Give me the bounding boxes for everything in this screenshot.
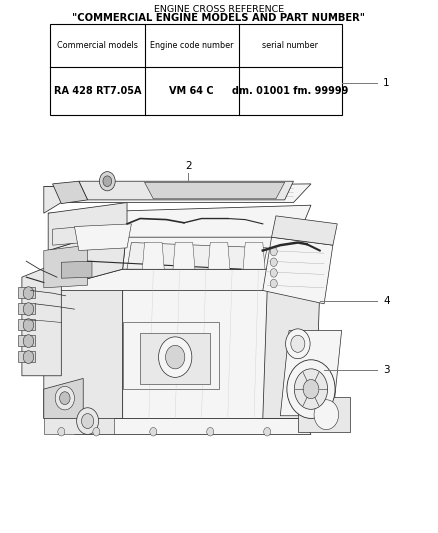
Circle shape xyxy=(314,400,339,430)
Circle shape xyxy=(270,247,277,256)
Circle shape xyxy=(287,360,335,418)
Polygon shape xyxy=(44,184,311,203)
Circle shape xyxy=(23,335,34,348)
Polygon shape xyxy=(127,243,267,269)
Polygon shape xyxy=(22,261,61,376)
Polygon shape xyxy=(74,224,131,251)
Circle shape xyxy=(303,379,319,399)
Polygon shape xyxy=(298,397,350,432)
Text: 3: 3 xyxy=(383,366,390,375)
Circle shape xyxy=(270,269,277,277)
Polygon shape xyxy=(18,319,35,330)
Polygon shape xyxy=(53,227,83,245)
Polygon shape xyxy=(18,287,35,298)
Polygon shape xyxy=(48,203,127,251)
Circle shape xyxy=(166,345,185,369)
Text: ENGINE CROSS REFERENCE: ENGINE CROSS REFERENCE xyxy=(154,5,284,14)
Circle shape xyxy=(58,427,65,436)
Polygon shape xyxy=(44,378,83,418)
Polygon shape xyxy=(208,243,230,269)
Polygon shape xyxy=(18,351,35,362)
Polygon shape xyxy=(263,290,320,418)
Polygon shape xyxy=(123,227,311,269)
Circle shape xyxy=(55,386,74,410)
Text: Engine code number: Engine code number xyxy=(150,41,233,50)
Circle shape xyxy=(270,258,277,266)
Polygon shape xyxy=(145,182,285,199)
Polygon shape xyxy=(53,181,88,204)
Polygon shape xyxy=(18,335,35,346)
Polygon shape xyxy=(79,181,293,200)
Text: serial number: serial number xyxy=(262,41,318,50)
Polygon shape xyxy=(272,216,337,245)
Circle shape xyxy=(294,369,328,409)
Polygon shape xyxy=(44,187,61,213)
Polygon shape xyxy=(280,330,342,416)
Circle shape xyxy=(77,408,99,434)
Polygon shape xyxy=(74,418,311,434)
Circle shape xyxy=(23,319,34,332)
Circle shape xyxy=(291,335,305,352)
Circle shape xyxy=(159,337,192,377)
Polygon shape xyxy=(173,243,195,269)
Polygon shape xyxy=(44,227,127,290)
Bar xyxy=(50,24,342,115)
Circle shape xyxy=(150,427,157,436)
Polygon shape xyxy=(18,303,35,314)
Polygon shape xyxy=(142,243,164,269)
Polygon shape xyxy=(44,269,315,290)
Text: Commercial models: Commercial models xyxy=(57,41,138,50)
Polygon shape xyxy=(61,261,92,278)
Circle shape xyxy=(81,414,94,429)
Circle shape xyxy=(93,427,100,436)
Text: 4: 4 xyxy=(383,296,390,306)
Polygon shape xyxy=(48,205,311,237)
Circle shape xyxy=(23,351,34,364)
Polygon shape xyxy=(243,243,265,269)
Text: 2: 2 xyxy=(185,160,192,171)
Text: RA 428 RT7.05A: RA 428 RT7.05A xyxy=(54,86,141,95)
Circle shape xyxy=(270,279,277,288)
Polygon shape xyxy=(44,269,123,418)
Text: 1: 1 xyxy=(383,78,390,87)
Polygon shape xyxy=(123,322,219,389)
Text: dm. 01001 fm. 99999: dm. 01001 fm. 99999 xyxy=(232,86,348,95)
Circle shape xyxy=(207,427,214,436)
Text: "COMMERCIAL ENGINE MODELS AND PART NUMBER": "COMMERCIAL ENGINE MODELS AND PART NUMBE… xyxy=(73,13,365,23)
Polygon shape xyxy=(44,245,88,288)
Polygon shape xyxy=(44,418,114,434)
Circle shape xyxy=(23,303,34,316)
Circle shape xyxy=(99,172,115,191)
Polygon shape xyxy=(263,237,333,304)
Circle shape xyxy=(264,427,271,436)
Circle shape xyxy=(286,329,310,359)
Circle shape xyxy=(60,392,70,405)
Polygon shape xyxy=(123,269,315,418)
Polygon shape xyxy=(140,333,210,384)
Circle shape xyxy=(23,287,34,300)
Circle shape xyxy=(103,176,112,187)
Text: VM 64 C: VM 64 C xyxy=(170,86,214,95)
